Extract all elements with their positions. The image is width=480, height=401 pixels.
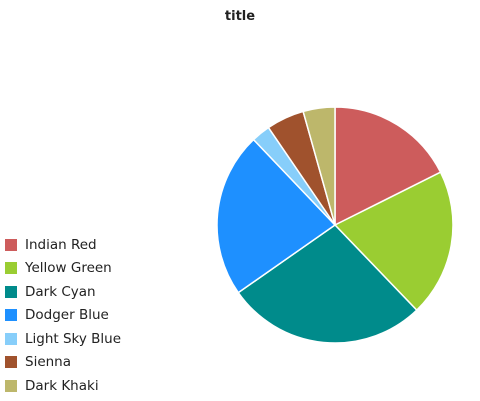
pie-slice-dark-khaki <box>302 106 336 226</box>
legend-swatch <box>5 262 17 275</box>
legend-swatch <box>5 238 17 251</box>
legend: Indian Red Yellow Green Dark Cyan Dodger Bl… <box>5 236 121 401</box>
legend-item: Light Sky Blue <box>5 330 121 347</box>
legend-item: Sienna <box>5 354 121 371</box>
legend-item: Dodger Blue <box>5 307 121 324</box>
legend-item: Dark Cyan <box>5 283 121 300</box>
legend-label: Dark Khaki <box>25 378 99 395</box>
legend-label: Indian Red <box>25 236 97 253</box>
legend-label: Sienna <box>25 354 72 371</box>
legend-label: Light Sky Blue <box>25 330 122 347</box>
legend-label: Dodger Blue <box>25 307 109 324</box>
legend-label: Dark Cyan <box>25 283 96 300</box>
pie-slice-dodger-blue <box>216 138 337 294</box>
chart-title: title <box>224 9 256 24</box>
legend-swatch <box>5 356 17 369</box>
legend-swatch <box>5 309 17 322</box>
legend-swatch <box>5 285 17 298</box>
legend-swatch <box>5 380 17 393</box>
legend-item: Indian Red <box>5 236 121 253</box>
legend-swatch <box>5 332 17 345</box>
pie-slice-dark-cyan <box>237 224 418 344</box>
pie-slice-indian-red <box>334 106 442 227</box>
legend-item: Yellow Green <box>5 260 121 277</box>
legend-item: Dark Khaki <box>5 378 121 395</box>
legend-label: Yellow Green <box>25 260 112 277</box>
pie-slice-yellow-green <box>333 171 454 312</box>
